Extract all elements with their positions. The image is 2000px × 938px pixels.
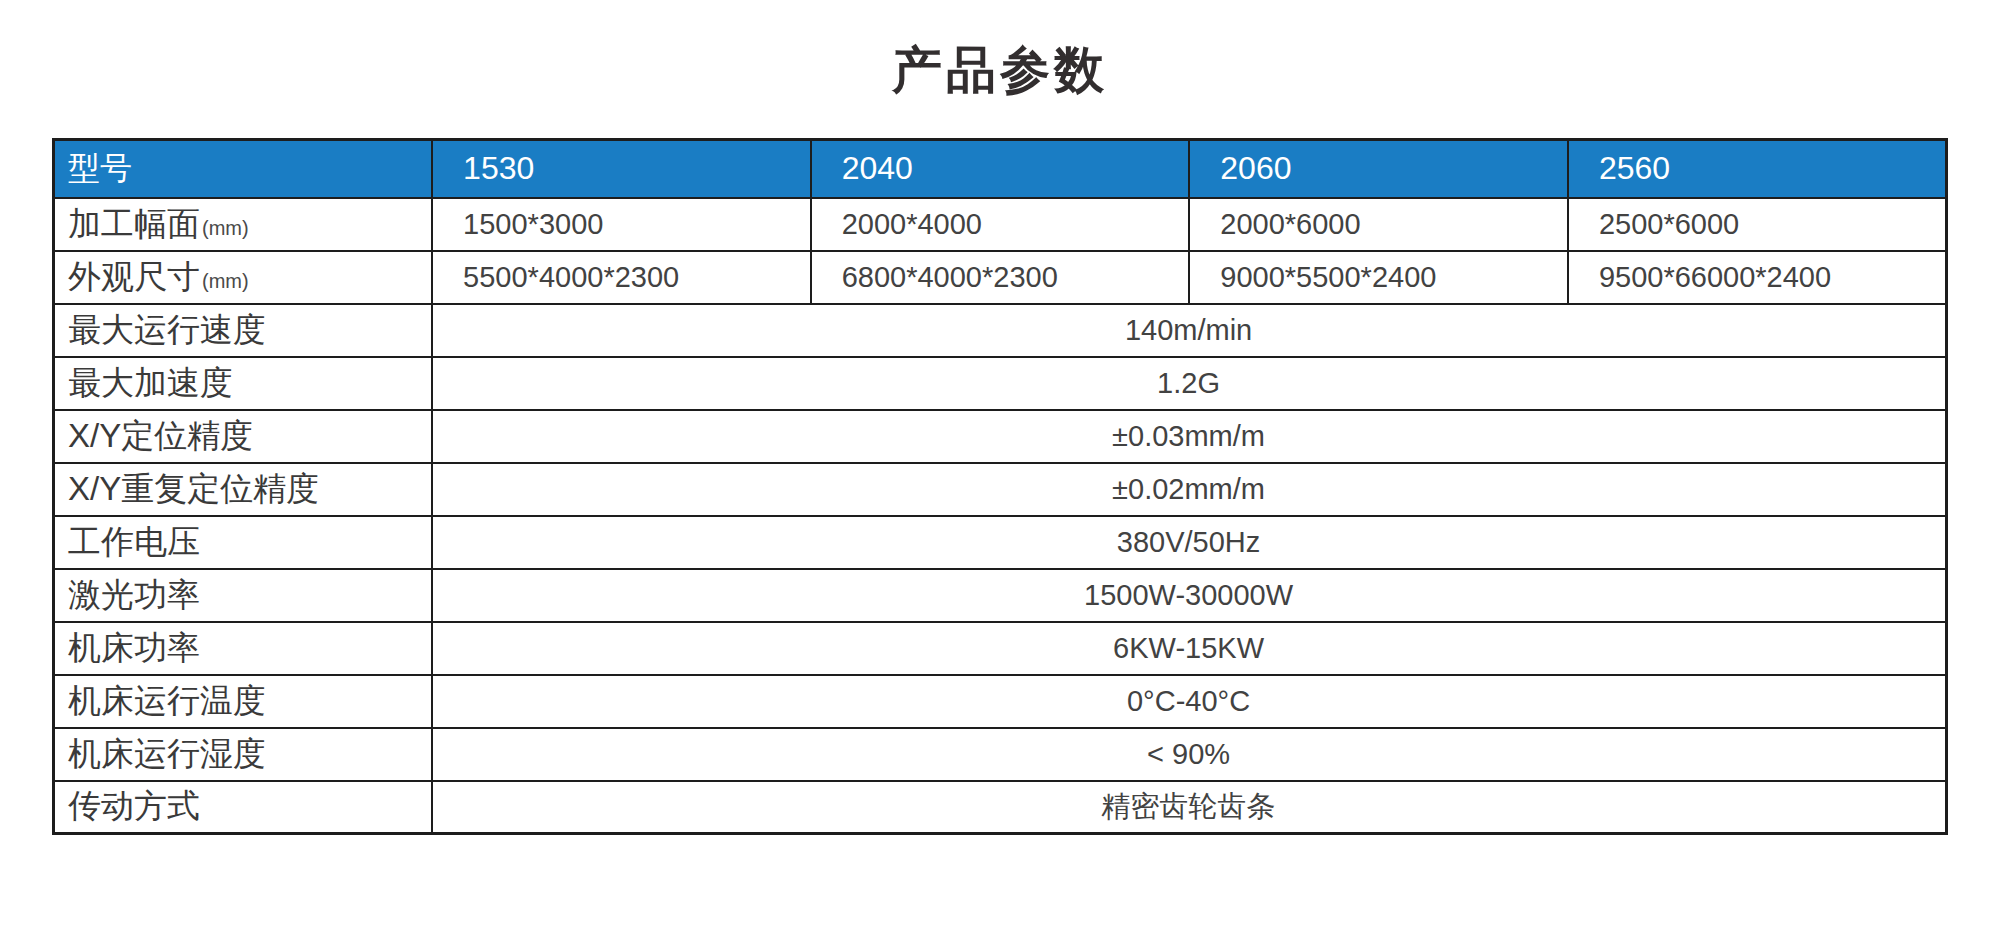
- row-xy-positioning-accuracy: X/Y定位精度 ±0.03mm/m: [54, 410, 1947, 463]
- cell-processing-area-1530: 1500*3000: [432, 198, 811, 251]
- row-label-text: 外观尺寸: [68, 258, 200, 295]
- cell-processing-area-2040: 2000*4000: [811, 198, 1190, 251]
- row-xy-repeat-accuracy: X/Y重复定位精度 ±0.02mm/m: [54, 463, 1947, 516]
- row-processing-area: 加工幅面(mm) 1500*3000 2000*4000 2000*6000 2…: [54, 198, 1947, 251]
- row-label-xy-repeat-accuracy: X/Y重复定位精度: [54, 463, 433, 516]
- row-dimensions: 外观尺寸(mm) 5500*4000*2300 6800*4000*2300 9…: [54, 251, 1947, 304]
- cell-max-speed-value: 140m/min: [432, 304, 1946, 357]
- table-header-row: 型号 1530 2040 2060 2560: [54, 140, 1947, 198]
- cell-processing-area-2560: 2500*6000: [1568, 198, 1947, 251]
- header-cell-model-2060: 2060: [1189, 140, 1568, 198]
- row-label-text: 加工幅面: [68, 205, 200, 242]
- row-label-xy-positioning-accuracy: X/Y定位精度: [54, 410, 433, 463]
- cell-working-voltage-value: 380V/50Hz: [432, 516, 1946, 569]
- row-label-operating-temperature: 机床运行温度: [54, 675, 433, 728]
- row-label-max-speed: 最大运行速度: [54, 304, 433, 357]
- row-label-working-voltage: 工作电压: [54, 516, 433, 569]
- row-max-speed: 最大运行速度 140m/min: [54, 304, 1947, 357]
- cell-dimensions-1530: 5500*4000*2300: [432, 251, 811, 304]
- header-cell-model-2560: 2560: [1568, 140, 1947, 198]
- page-title: 产品参数: [0, 0, 2000, 102]
- header-cell-model-2040: 2040: [811, 140, 1190, 198]
- row-laser-power: 激光功率 1500W-30000W: [54, 569, 1947, 622]
- cell-laser-power-value: 1500W-30000W: [432, 569, 1946, 622]
- cell-operating-temperature-value: 0°C-40°C: [432, 675, 1946, 728]
- product-spec-table: 型号 1530 2040 2060 2560 加工幅面(mm) 1500*300…: [52, 138, 1948, 835]
- row-label-processing-area: 加工幅面(mm): [54, 198, 433, 251]
- cell-transmission-value: 精密齿轮齿条: [432, 781, 1946, 834]
- row-working-voltage: 工作电压 380V/50Hz: [54, 516, 1947, 569]
- row-machine-power: 机床功率 6KW-15KW: [54, 622, 1947, 675]
- row-label-max-acceleration: 最大加速度: [54, 357, 433, 410]
- row-label-laser-power: 激光功率: [54, 569, 433, 622]
- row-operating-humidity: 机床运行湿度 < 90%: [54, 728, 1947, 781]
- cell-processing-area-2060: 2000*6000: [1189, 198, 1568, 251]
- cell-max-acceleration-value: 1.2G: [432, 357, 1946, 410]
- row-label-machine-power: 机床功率: [54, 622, 433, 675]
- product-parameters-page: 产品参数 型号 1530 2040 2060 2560 加工幅面(mm) 150…: [0, 0, 2000, 938]
- cell-dimensions-2040: 6800*4000*2300: [811, 251, 1190, 304]
- cell-dimensions-2060: 9000*5500*2400: [1189, 251, 1568, 304]
- row-label-transmission: 传动方式: [54, 781, 433, 834]
- row-operating-temperature: 机床运行温度 0°C-40°C: [54, 675, 1947, 728]
- header-cell-model-1530: 1530: [432, 140, 811, 198]
- header-cell-model: 型号: [54, 140, 433, 198]
- row-max-acceleration: 最大加速度 1.2G: [54, 357, 1947, 410]
- cell-machine-power-value: 6KW-15KW: [432, 622, 1946, 675]
- cell-dimensions-2560: 9500*66000*2400: [1568, 251, 1947, 304]
- cell-xy-repeat-accuracy-value: ±0.02mm/m: [432, 463, 1946, 516]
- row-transmission: 传动方式 精密齿轮齿条: [54, 781, 1947, 834]
- row-label-unit: (mm): [202, 217, 249, 239]
- row-label-operating-humidity: 机床运行湿度: [54, 728, 433, 781]
- cell-xy-positioning-accuracy-value: ±0.03mm/m: [432, 410, 1946, 463]
- cell-operating-humidity-value: < 90%: [432, 728, 1946, 781]
- row-label-unit: (mm): [202, 270, 249, 292]
- row-label-dimensions: 外观尺寸(mm): [54, 251, 433, 304]
